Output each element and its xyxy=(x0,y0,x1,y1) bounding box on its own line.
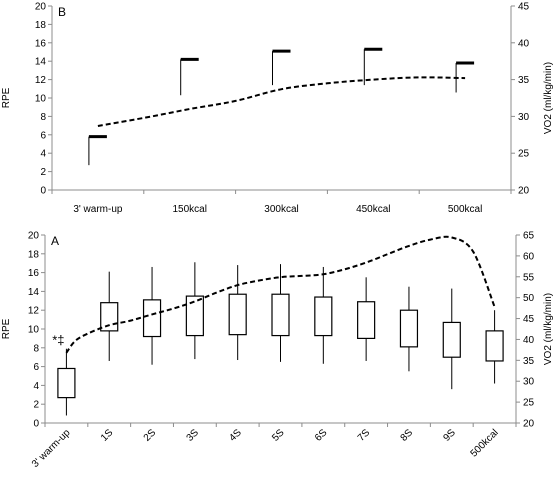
vo2-curve-line xyxy=(65,235,496,354)
box-iqr xyxy=(442,321,461,358)
box-iqr xyxy=(185,295,204,337)
y-tick-label: 4 xyxy=(33,381,39,392)
y-tick-label: 18 xyxy=(28,249,40,260)
y2-tick-label: 45 xyxy=(518,2,530,13)
x-tick-label: 2S xyxy=(142,427,159,444)
significance-annotation: *‡ xyxy=(52,333,64,348)
y-tick-label: 6 xyxy=(40,130,46,141)
x-tick-label: 500kcal xyxy=(448,204,482,215)
y2-tick-label: 35 xyxy=(523,356,535,367)
y-tick-label: 4 xyxy=(40,149,46,160)
y2-tick-label: 30 xyxy=(523,377,535,388)
y-tick-label: 14 xyxy=(35,57,47,68)
y2-tick-label: 20 xyxy=(523,419,535,430)
y2-axis-label: VO2 (ml/kg/min) xyxy=(543,62,554,134)
x-tick-label: 9S xyxy=(441,427,458,444)
y-tick-label: 10 xyxy=(35,94,47,105)
y-axis-label: RPE xyxy=(1,87,12,108)
y2-tick-label: 20 xyxy=(518,186,530,197)
y-tick-label: 10 xyxy=(28,325,40,336)
y2-tick-label: 45 xyxy=(523,314,535,325)
y-tick-label: 20 xyxy=(28,231,40,242)
y2-tick-label: 40 xyxy=(523,335,535,346)
y-tick-label: 12 xyxy=(35,75,47,86)
y-axis-label: RPE xyxy=(1,318,12,339)
y2-tick-label: 35 xyxy=(518,75,530,86)
box-iqr xyxy=(357,301,376,339)
y2-tick-label: 50 xyxy=(523,293,535,304)
y2-tick-label: 55 xyxy=(523,272,535,283)
vo2-curve-line xyxy=(97,76,466,127)
x-tick-label: 7S xyxy=(356,427,373,444)
y-tick-label: 18 xyxy=(35,20,47,31)
y-tick-label: 16 xyxy=(35,38,47,49)
box-iqr xyxy=(100,302,119,332)
x-tick-label: 3S xyxy=(185,427,202,444)
x-tick-label: 1S xyxy=(99,427,116,444)
y2-tick-label: 25 xyxy=(518,149,530,160)
y-tick-label: 8 xyxy=(33,343,39,354)
x-tick-label: 150kcal xyxy=(172,204,206,215)
y-tick-label: 8 xyxy=(40,112,46,123)
box-iqr xyxy=(228,293,247,336)
y-tick-label: 6 xyxy=(33,362,39,373)
y-tick-label: 12 xyxy=(28,306,40,317)
panel-b-chart: 0 2 4 6 8 10 12 14 16 18 20 20 25 30 35 40 45 RPE VO2 (ml/… xyxy=(1,2,554,216)
x-tick-label: 5S xyxy=(270,427,287,444)
x-tick-label: 450kcal xyxy=(356,204,390,215)
panel-label: A xyxy=(51,234,59,248)
y-tick-label: 14 xyxy=(28,287,40,298)
box-iqr xyxy=(485,330,504,362)
y2-tick-label: 25 xyxy=(523,398,535,409)
box-iqr xyxy=(57,367,76,399)
y-tick-label: 20 xyxy=(35,2,47,13)
box-iqr xyxy=(142,299,162,338)
x-tick-label: 4S xyxy=(227,427,244,444)
panel-a-chart: 0 2 4 6 8 10 12 14 16 18 20 20 25 30 35 40 45 50 55 60 65 RPE… xyxy=(1,231,554,470)
box-iqr xyxy=(399,309,419,348)
y2-tick-label: 30 xyxy=(518,112,530,123)
x-tick-label: 500kcal xyxy=(469,427,501,459)
y-tick-label: 2 xyxy=(33,400,39,411)
box-iqr xyxy=(314,296,333,337)
y-tick-label: 2 xyxy=(40,167,46,178)
y2-axis-label: VO2 (ml/kg/min) xyxy=(543,293,554,365)
y2-tick-label: 65 xyxy=(523,231,535,242)
y2-tick-label: 40 xyxy=(518,38,530,49)
y-tick-label: 16 xyxy=(28,268,40,279)
y-tick-label: 0 xyxy=(40,186,46,197)
x-tick-label: 3' warm-up xyxy=(30,427,73,470)
y2-tick-label: 60 xyxy=(523,251,535,262)
x-tick-label: 6S xyxy=(313,427,330,444)
box-iqr xyxy=(271,293,290,337)
y-tick-label: 0 xyxy=(33,419,39,430)
panel-label: B xyxy=(58,5,66,19)
x-tick-label: 8S xyxy=(399,427,416,444)
x-tick-label: 300kcal xyxy=(264,204,298,215)
x-tick-label: 3' warm-up xyxy=(73,204,123,215)
